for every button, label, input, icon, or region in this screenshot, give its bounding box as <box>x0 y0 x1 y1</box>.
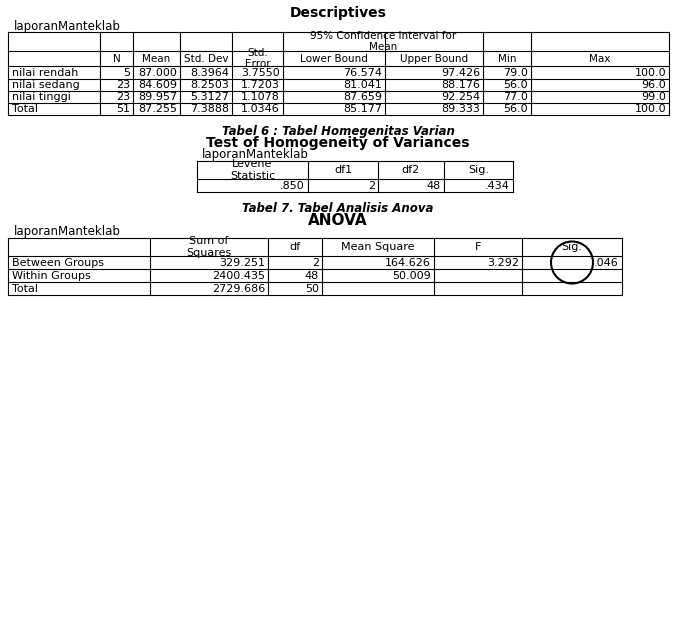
Text: 97.426: 97.426 <box>441 68 480 78</box>
Text: 100.0: 100.0 <box>634 68 666 78</box>
Text: Std. Dev: Std. Dev <box>183 54 228 64</box>
Text: 79.0: 79.0 <box>503 68 528 78</box>
Text: 48: 48 <box>427 180 441 190</box>
Text: .434: .434 <box>485 180 510 190</box>
Text: 87.659: 87.659 <box>343 92 382 102</box>
Text: 2400.435: 2400.435 <box>212 271 265 280</box>
Text: Within Groups: Within Groups <box>12 271 91 280</box>
Text: Tabel 6 : Tabel Homegenitas Varian: Tabel 6 : Tabel Homegenitas Varian <box>221 124 454 138</box>
Text: 87.000: 87.000 <box>138 68 177 78</box>
Text: 50.009: 50.009 <box>392 271 431 280</box>
Text: 95% Confidence Interval for
Mean: 95% Confidence Interval for Mean <box>310 31 456 52</box>
Text: Mean Square: Mean Square <box>341 242 415 252</box>
Text: Total: Total <box>12 283 38 294</box>
Text: laporanManteklab: laporanManteklab <box>14 224 121 238</box>
Text: .046: .046 <box>594 257 619 268</box>
Text: 85.177: 85.177 <box>343 104 382 114</box>
Text: 99.0: 99.0 <box>641 92 666 102</box>
Text: 76.574: 76.574 <box>343 68 382 78</box>
Text: laporanManteklab: laporanManteklab <box>14 20 121 32</box>
Text: N: N <box>112 54 121 64</box>
Text: Tabel 7. Tabel Analisis Anova: Tabel 7. Tabel Analisis Anova <box>242 201 434 215</box>
Text: 2: 2 <box>368 180 375 190</box>
Text: Test of Homogeneity of Variances: Test of Homogeneity of Variances <box>206 136 470 150</box>
Text: 89.333: 89.333 <box>441 104 480 114</box>
Text: 89.957: 89.957 <box>138 92 177 102</box>
Text: df: df <box>290 242 301 252</box>
Text: 1.7203: 1.7203 <box>241 80 280 90</box>
Text: 8.3964: 8.3964 <box>190 68 229 78</box>
Text: 164.626: 164.626 <box>385 257 431 268</box>
Text: Sum of
Squares: Sum of Squares <box>186 236 232 258</box>
Text: 81.041: 81.041 <box>343 80 382 90</box>
Text: 50: 50 <box>305 283 319 294</box>
Text: 329.251: 329.251 <box>219 257 265 268</box>
Text: .850: .850 <box>280 180 305 190</box>
Text: Between Groups: Between Groups <box>12 257 104 268</box>
Text: Descriptives: Descriptives <box>290 6 387 20</box>
Text: Min: Min <box>498 54 517 64</box>
Text: Lower Bound: Lower Bound <box>300 54 368 64</box>
Text: laporanManteklab: laporanManteklab <box>202 148 309 161</box>
Text: Sig.: Sig. <box>468 165 489 175</box>
Text: 5: 5 <box>123 68 130 78</box>
Text: 1.1078: 1.1078 <box>241 92 280 102</box>
Text: 77.0: 77.0 <box>503 92 528 102</box>
Text: 100.0: 100.0 <box>634 104 666 114</box>
Text: Upper Bound: Upper Bound <box>400 54 468 64</box>
Text: 7.3888: 7.3888 <box>190 104 229 114</box>
Text: 56.0: 56.0 <box>504 104 528 114</box>
Text: 2729.686: 2729.686 <box>212 283 265 294</box>
Text: Levene
Statistic: Levene Statistic <box>230 159 275 181</box>
Text: 23: 23 <box>116 92 130 102</box>
Text: 5.3127: 5.3127 <box>190 92 229 102</box>
Text: df2: df2 <box>402 165 420 175</box>
Text: nilai tinggi: nilai tinggi <box>12 92 71 102</box>
Text: Total: Total <box>12 104 38 114</box>
Text: 51: 51 <box>116 104 130 114</box>
Text: 48: 48 <box>305 271 319 280</box>
Text: Std.
Error: Std. Error <box>244 48 270 69</box>
Text: ANOVA: ANOVA <box>308 213 368 227</box>
Text: 1.0346: 1.0346 <box>241 104 280 114</box>
Text: 92.254: 92.254 <box>441 92 480 102</box>
Text: 84.609: 84.609 <box>138 80 177 90</box>
Text: 87.255: 87.255 <box>138 104 177 114</box>
Text: 8.2503: 8.2503 <box>190 80 229 90</box>
Text: 88.176: 88.176 <box>441 80 480 90</box>
Text: F: F <box>475 242 481 252</box>
Text: 96.0: 96.0 <box>641 80 666 90</box>
Text: 3.292: 3.292 <box>487 257 519 268</box>
Text: nilai sedang: nilai sedang <box>12 80 80 90</box>
Text: df1: df1 <box>334 165 352 175</box>
Text: 56.0: 56.0 <box>504 80 528 90</box>
Text: 23: 23 <box>116 80 130 90</box>
Text: nilai rendah: nilai rendah <box>12 68 79 78</box>
Text: 3.7550: 3.7550 <box>241 68 280 78</box>
Text: Max: Max <box>589 54 611 64</box>
Text: Mean: Mean <box>142 54 171 64</box>
Text: Sig.: Sig. <box>561 242 582 252</box>
Text: 2: 2 <box>312 257 319 268</box>
